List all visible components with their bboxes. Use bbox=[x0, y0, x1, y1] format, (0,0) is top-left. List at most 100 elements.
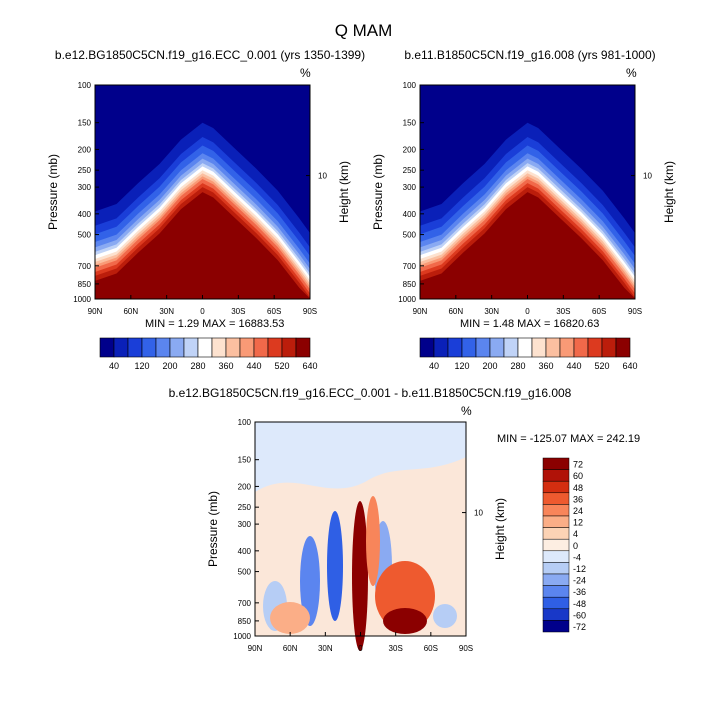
colorbar-label: -36 bbox=[573, 587, 586, 597]
panel2-title: b.e11.B1850C5CN.f19_g16.008 (yrs 981-100… bbox=[404, 48, 656, 62]
x-tick-label: 30S bbox=[556, 307, 570, 316]
panel1-colorbar: 40 120 200 280 360 440 520 640 bbox=[99, 337, 318, 371]
y-tick-label: 700 bbox=[403, 262, 417, 271]
colorbar-label: 0 bbox=[573, 541, 578, 551]
colorbar-swatch bbox=[542, 469, 570, 482]
colorbar-label: -60 bbox=[573, 610, 586, 620]
y-axis-label: Pressure (mb) bbox=[46, 154, 60, 230]
anomaly-positive bbox=[383, 608, 427, 634]
colorbar-swatch bbox=[239, 337, 255, 358]
colorbar-swatch bbox=[253, 337, 269, 358]
colorbar-label: 72 bbox=[573, 460, 583, 470]
colorbar-label: 24 bbox=[573, 506, 583, 516]
panel1-minmax: MIN = 1.29 MAX = 16883.53 bbox=[145, 318, 285, 330]
x-tick-label: 30S bbox=[389, 644, 403, 653]
colorbar-label: 48 bbox=[573, 483, 583, 493]
y-tick-label: 1000 bbox=[398, 295, 416, 304]
y-tick-label: 850 bbox=[238, 617, 252, 626]
colorbar-swatch bbox=[141, 337, 157, 358]
colorbar-label: 40 bbox=[109, 361, 119, 371]
colorbar-swatch bbox=[503, 337, 519, 358]
colorbar-swatch bbox=[447, 337, 463, 358]
colorbar-swatch bbox=[615, 337, 631, 358]
colorbar-swatch bbox=[531, 337, 547, 358]
anomaly-negative bbox=[300, 536, 320, 626]
panel3-unit: % bbox=[461, 404, 472, 418]
colorbar-label: 200 bbox=[162, 361, 177, 371]
y-tick-label: 100 bbox=[238, 418, 252, 427]
panel2-colorbar: 40 120 200 280 360 440 520 640 bbox=[419, 337, 638, 371]
y-tick-label: 500 bbox=[403, 231, 417, 240]
x-tick-label: 90N bbox=[248, 644, 263, 653]
colorbar-swatch bbox=[542, 550, 570, 563]
y-tick-label: 850 bbox=[78, 280, 92, 289]
y-tick-label: 200 bbox=[78, 145, 92, 154]
x-tick-label: 0 bbox=[525, 307, 530, 316]
colorbar-label: 440 bbox=[246, 361, 261, 371]
x-tick-label: 0 bbox=[200, 307, 205, 316]
colorbar-swatch bbox=[295, 337, 311, 358]
colorbar-label: 120 bbox=[454, 361, 469, 371]
anomaly-negative bbox=[327, 511, 343, 621]
y-axis-label: Pressure (mb) bbox=[206, 491, 220, 567]
y-tick-label: 200 bbox=[238, 482, 252, 491]
y-tick-label: 300 bbox=[238, 520, 252, 529]
y-tick-label: 300 bbox=[403, 183, 417, 192]
colorbar-swatch bbox=[542, 562, 570, 575]
x-tick-label: 60S bbox=[592, 307, 606, 316]
x-tick-label: 30N bbox=[159, 307, 174, 316]
colorbar-label: 360 bbox=[218, 361, 233, 371]
x-tick-label: 60S bbox=[267, 307, 281, 316]
colorbar-swatch bbox=[155, 337, 171, 358]
colorbar-swatch bbox=[601, 337, 617, 358]
colorbar-label: 640 bbox=[622, 361, 637, 371]
y-axis-label-right: Height (km) bbox=[337, 161, 351, 223]
colorbar-swatch bbox=[433, 337, 449, 358]
colorbar-label: 60 bbox=[573, 471, 583, 481]
colorbar-swatch bbox=[542, 457, 570, 470]
colorbar-swatch bbox=[542, 527, 570, 540]
colorbar-swatch bbox=[559, 337, 575, 358]
colorbar-swatch bbox=[542, 492, 570, 505]
x-tick-label: 60S bbox=[424, 644, 438, 653]
y-tick-label: 250 bbox=[238, 503, 252, 512]
y-tick-label: 700 bbox=[238, 599, 252, 608]
colorbar-swatch bbox=[542, 515, 570, 528]
colorbar-swatch bbox=[542, 504, 570, 517]
colorbar-swatch bbox=[542, 573, 570, 586]
colorbar-label: 4 bbox=[573, 529, 578, 539]
colorbar-swatch bbox=[475, 337, 491, 358]
y-tick-label: 400 bbox=[238, 547, 252, 556]
colorbar-label: -72 bbox=[573, 622, 586, 632]
colorbar-label: 40 bbox=[429, 361, 439, 371]
y-tick-label: 100 bbox=[78, 81, 92, 90]
right-tick-label: 10 bbox=[318, 172, 327, 181]
colorbar-label: 280 bbox=[190, 361, 205, 371]
y-tick-label: 400 bbox=[78, 210, 92, 219]
panel2-unit: % bbox=[626, 66, 637, 80]
panel2-minmax: MIN = 1.48 MAX = 16820.63 bbox=[460, 318, 600, 330]
colorbar-swatch bbox=[545, 337, 561, 358]
colorbar-swatch bbox=[542, 596, 570, 610]
right-tick-label: 10 bbox=[643, 172, 652, 181]
contour-band bbox=[95, 192, 310, 299]
colorbar-swatch bbox=[267, 337, 283, 358]
colorbar-swatch bbox=[542, 608, 570, 621]
colorbar-label: 640 bbox=[302, 361, 317, 371]
colorbar-swatch bbox=[183, 337, 199, 358]
y-tick-label: 400 bbox=[403, 210, 417, 219]
colorbar-swatch bbox=[197, 337, 213, 358]
colorbar-swatch bbox=[113, 337, 129, 358]
colorbar-label: -12 bbox=[573, 564, 586, 574]
colorbar-swatch bbox=[419, 337, 435, 358]
x-tick-label: 90N bbox=[88, 307, 103, 316]
right-tick-label: 10 bbox=[474, 509, 483, 518]
colorbar-swatch bbox=[587, 337, 603, 358]
colorbar-swatch bbox=[542, 538, 570, 552]
y-tick-label: 300 bbox=[78, 183, 92, 192]
colorbar-swatch bbox=[573, 337, 589, 358]
